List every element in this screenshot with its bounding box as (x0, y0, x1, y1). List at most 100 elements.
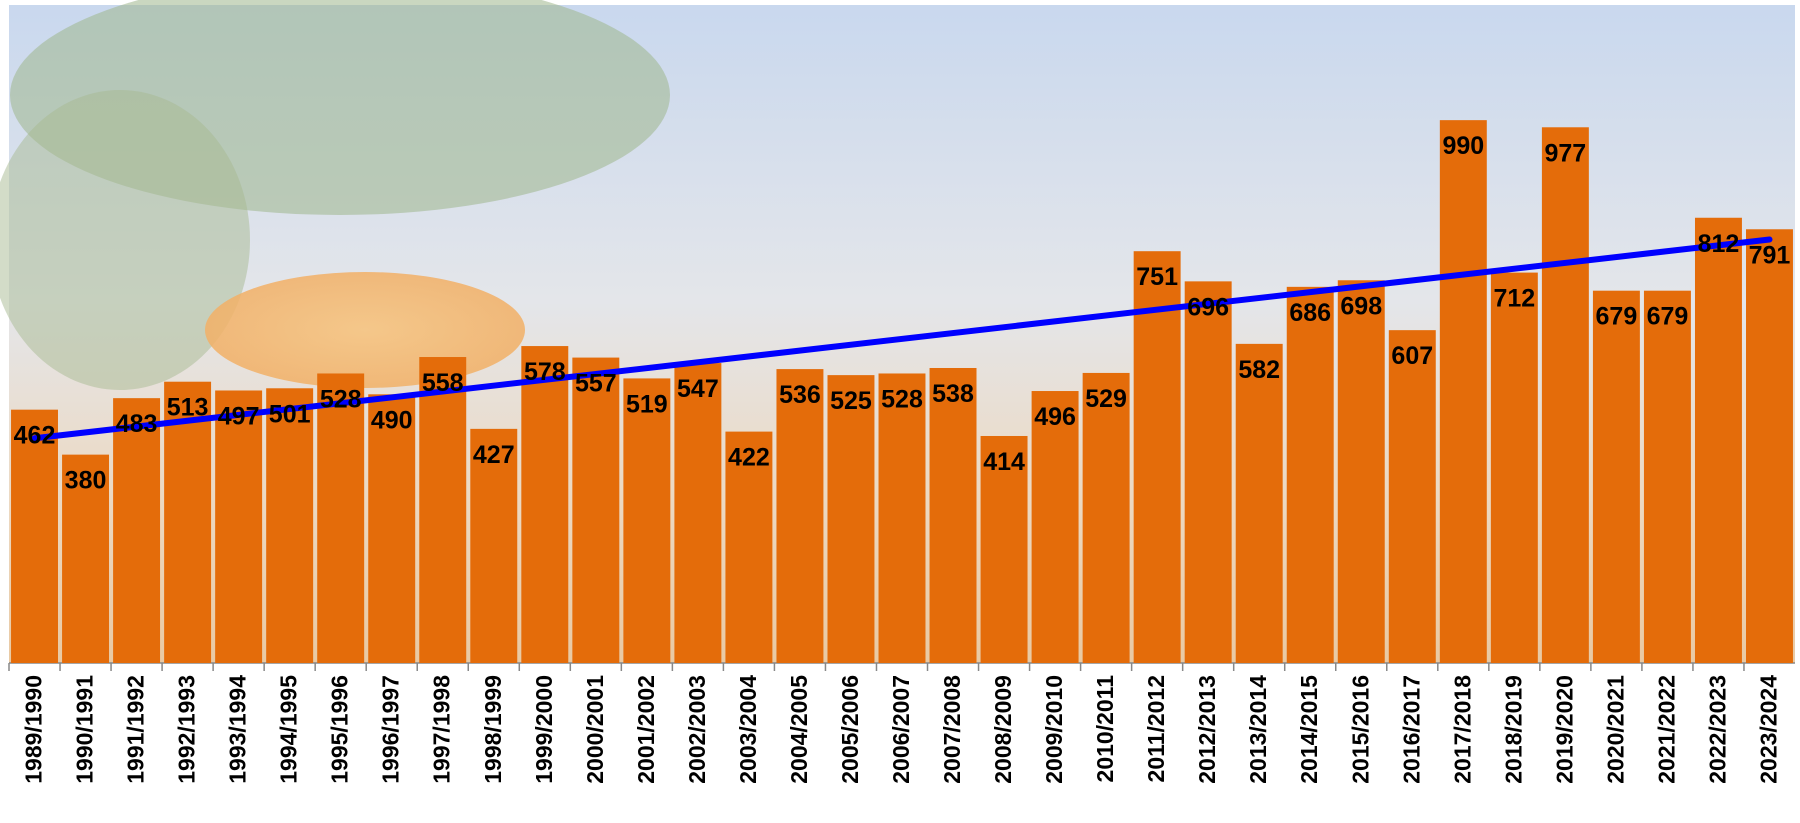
x-tick-label: 2014/2015 (1296, 675, 1322, 784)
bar (1491, 273, 1538, 663)
value-label: 501 (269, 400, 311, 428)
bar (368, 394, 415, 663)
x-tick-label: 2011/2012 (1143, 675, 1169, 782)
value-label: 990 (1442, 132, 1484, 160)
bar (827, 375, 874, 663)
value-label: 977 (1545, 139, 1587, 167)
x-tick-label: 2002/2003 (684, 675, 710, 784)
chart: 1989/1990 1990/1991 1991/1992 1992/1993 1993… (0, 0, 1800, 823)
bar (1695, 218, 1742, 663)
x-tick-label: 1989/1990 (21, 675, 47, 784)
bar (521, 346, 568, 663)
x-tick-label: 2016/2017 (1398, 675, 1424, 784)
value-label: 483 (116, 410, 158, 438)
bar (1287, 287, 1334, 663)
bar (1338, 280, 1385, 663)
value-label: 528 (320, 385, 362, 413)
x-tick-label: 2012/2013 (1194, 675, 1220, 784)
bar (266, 388, 313, 663)
value-label: 751 (1136, 263, 1178, 291)
x-tick-label: 2022/2023 (1704, 675, 1730, 784)
value-label: 791 (1749, 241, 1791, 269)
x-tick-label: 2000/2001 (582, 675, 608, 784)
bar (1644, 291, 1691, 663)
x-tick-label: 2004/2005 (786, 675, 812, 784)
x-tick-label: 2019/2020 (1551, 675, 1577, 784)
value-label: 536 (779, 381, 821, 409)
bar (1185, 281, 1232, 663)
orange (205, 272, 525, 388)
x-tick-label: 2021/2022 (1653, 675, 1679, 784)
value-label: 422 (728, 444, 770, 472)
bar (419, 357, 466, 663)
bar (572, 358, 619, 663)
value-label: 538 (932, 380, 974, 408)
value-label: 712 (1493, 285, 1535, 313)
x-tick-label: 2023/2024 (1755, 675, 1781, 784)
x-tick-label: 2005/2006 (837, 675, 863, 784)
value-label: 557 (575, 370, 617, 398)
bar (215, 390, 262, 663)
bar (1746, 229, 1793, 663)
bar (1236, 344, 1283, 663)
value-label: 528 (881, 385, 923, 413)
value-label: 696 (1187, 293, 1229, 321)
x-tick-label: 2010/2011 (1092, 675, 1118, 783)
x-tick-label: 1993/1994 (225, 675, 251, 784)
x-tick-label: 2017/2018 (1449, 675, 1475, 784)
bar (1389, 330, 1436, 663)
x-tick-label: 1992/1993 (174, 675, 200, 784)
value-label: 519 (626, 390, 668, 418)
value-label: 496 (1034, 403, 1076, 431)
bar (776, 369, 823, 663)
value-label: 513 (167, 394, 209, 422)
value-label: 686 (1289, 299, 1331, 327)
bar (1593, 291, 1640, 663)
value-label: 698 (1340, 292, 1382, 320)
x-tick-label: 2020/2021 (1602, 675, 1628, 784)
x-tick-label: 2003/2004 (735, 675, 761, 784)
x-tick-label: 2001/2002 (633, 675, 659, 784)
bar (879, 373, 926, 663)
value-label: 497 (218, 402, 260, 430)
value-label: 490 (371, 406, 413, 434)
x-tick-label: 1999/2000 (531, 675, 557, 784)
value-label: 582 (1238, 356, 1280, 384)
value-label: 529 (1085, 385, 1127, 413)
bar (930, 368, 977, 663)
value-label: 462 (14, 422, 56, 450)
value-label: 414 (983, 448, 1025, 476)
x-tick-label: 1995/1996 (327, 675, 353, 784)
x-tick-label: 1998/1999 (480, 675, 506, 784)
page: {"chart_data": {"type": "bar", "categori… (0, 0, 1800, 823)
x-tick-label: 2013/2014 (1245, 675, 1271, 784)
x-tick-label: 2015/2016 (1347, 675, 1373, 784)
bar (1542, 127, 1589, 663)
x-tick-label: 1996/1997 (378, 675, 404, 784)
value-label: 812 (1698, 230, 1740, 258)
bar (317, 373, 364, 663)
bar (1032, 391, 1079, 663)
x-tick-label: 1990/1991 (72, 675, 98, 784)
x-tick-label: 1991/1992 (123, 675, 149, 784)
x-tick-label: 2006/2007 (888, 675, 914, 784)
bar (1440, 120, 1487, 663)
value-label: 607 (1391, 342, 1433, 370)
bar (674, 363, 721, 663)
value-label: 679 (1596, 303, 1638, 331)
bar (623, 378, 670, 663)
value-label: 525 (830, 387, 872, 415)
x-tick-label: 1994/1995 (276, 675, 302, 784)
x-tick-label: 1997/1998 (429, 675, 455, 784)
x-tick-label: 2007/2008 (939, 675, 965, 784)
value-label: 547 (677, 375, 719, 403)
value-label: 578 (524, 358, 566, 386)
x-tick-label: 2009/2010 (1041, 675, 1067, 784)
bar (1083, 373, 1130, 663)
x-tick-label: 2018/2019 (1500, 675, 1526, 784)
value-label: 380 (65, 467, 107, 495)
value-label: 558 (422, 369, 464, 397)
x-tick-label: 2008/2009 (990, 675, 1016, 784)
value-label: 679 (1647, 303, 1689, 331)
value-label: 427 (473, 441, 515, 469)
